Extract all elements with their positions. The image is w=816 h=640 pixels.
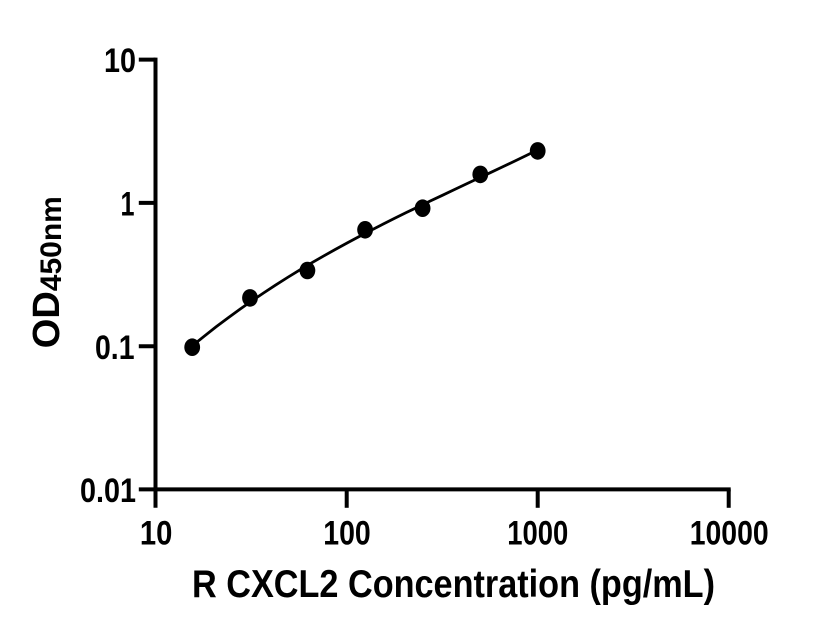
svg-text:10000: 10000 <box>690 514 769 552</box>
svg-text:0.01: 0.01 <box>80 472 136 510</box>
svg-text:0.1: 0.1 <box>95 329 135 367</box>
svg-text:1: 1 <box>121 186 135 224</box>
svg-text:1000: 1000 <box>507 514 568 552</box>
svg-text:10: 10 <box>140 514 173 552</box>
svg-text:R CXCL2 Concentration (pg/mL): R CXCL2 Concentration (pg/mL) <box>192 563 715 606</box>
svg-text:100: 100 <box>323 514 371 552</box>
svg-text:10: 10 <box>104 42 136 80</box>
